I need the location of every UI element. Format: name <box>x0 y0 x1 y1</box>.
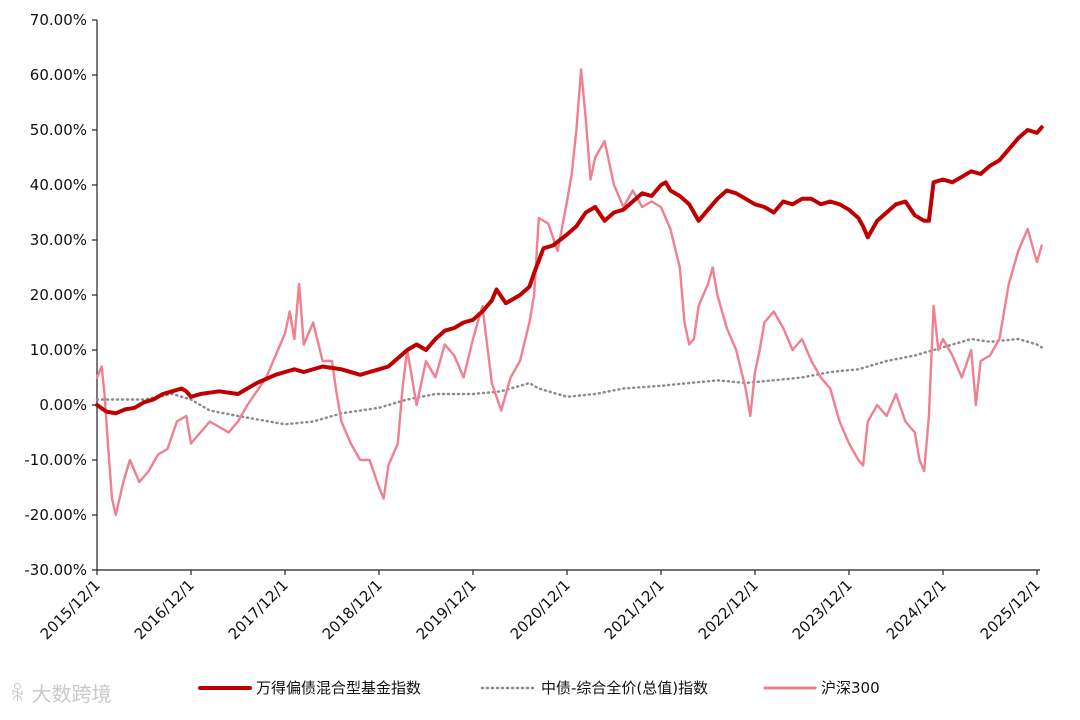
y-tick-label: 60.00% <box>30 66 87 84</box>
series-line-2 <box>95 68 1043 517</box>
legend-label-0: 万得偏债混合型基金指数 <box>256 679 421 697</box>
y-tick-label: 0.00% <box>39 396 87 414</box>
x-tick-label: 2021/12/1 <box>601 576 668 643</box>
x-tick-label: 2025/12/1 <box>977 576 1044 643</box>
x-tick-label: 2015/12/1 <box>37 576 104 643</box>
series-line-0 <box>95 125 1044 416</box>
y-tick-label: 70.00% <box>30 11 87 29</box>
x-tick-label: 2023/12/1 <box>789 576 856 643</box>
x-axis: 2015/12/1 2016/12/1 2017/12/1 2018/12/1 2019… <box>37 569 1044 643</box>
x-tick-label: 2016/12/1 <box>131 576 198 643</box>
x-tick-label: 2024/12/1 <box>883 576 950 643</box>
y-tick-label: 30.00% <box>30 231 87 249</box>
y-axis: 70.00% 60.00% 50.00% 40.00% 30.00% 20.00% 10.0… <box>24 11 98 579</box>
legend-label-2: 沪深300 <box>821 679 880 697</box>
y-tick-label: 20.00% <box>30 286 87 304</box>
y-tick-label: 10.00% <box>30 341 87 359</box>
y-tick-label: 50.00% <box>30 121 87 139</box>
legend: 万得偏债混合型基金指数 中债-综合全价(总值)指数 沪深300 <box>198 679 880 697</box>
y-tick-label: -20.00% <box>24 506 87 524</box>
y-tick-label: -30.00% <box>24 561 87 579</box>
series-group <box>95 68 1044 517</box>
y-tick-label: 40.00% <box>30 176 87 194</box>
x-tick-label: 2020/12/1 <box>507 576 574 643</box>
x-tick-label: 2022/12/1 <box>695 576 762 643</box>
x-tick-label: 2017/12/1 <box>225 576 292 643</box>
watermark-logo-icon: ꆜ <box>10 681 26 706</box>
legend-label-1: 中债-综合全价(总值)指数 <box>541 679 708 697</box>
x-tick-label: 2019/12/1 <box>413 576 480 643</box>
series-line-1 <box>95 337 1043 426</box>
watermark-text: 大数跨境 <box>31 682 112 706</box>
watermark: ꆜ 大数跨境 <box>10 678 112 707</box>
y-tick-label: -10.00% <box>24 451 87 469</box>
x-tick-label: 2018/12/1 <box>319 576 386 643</box>
